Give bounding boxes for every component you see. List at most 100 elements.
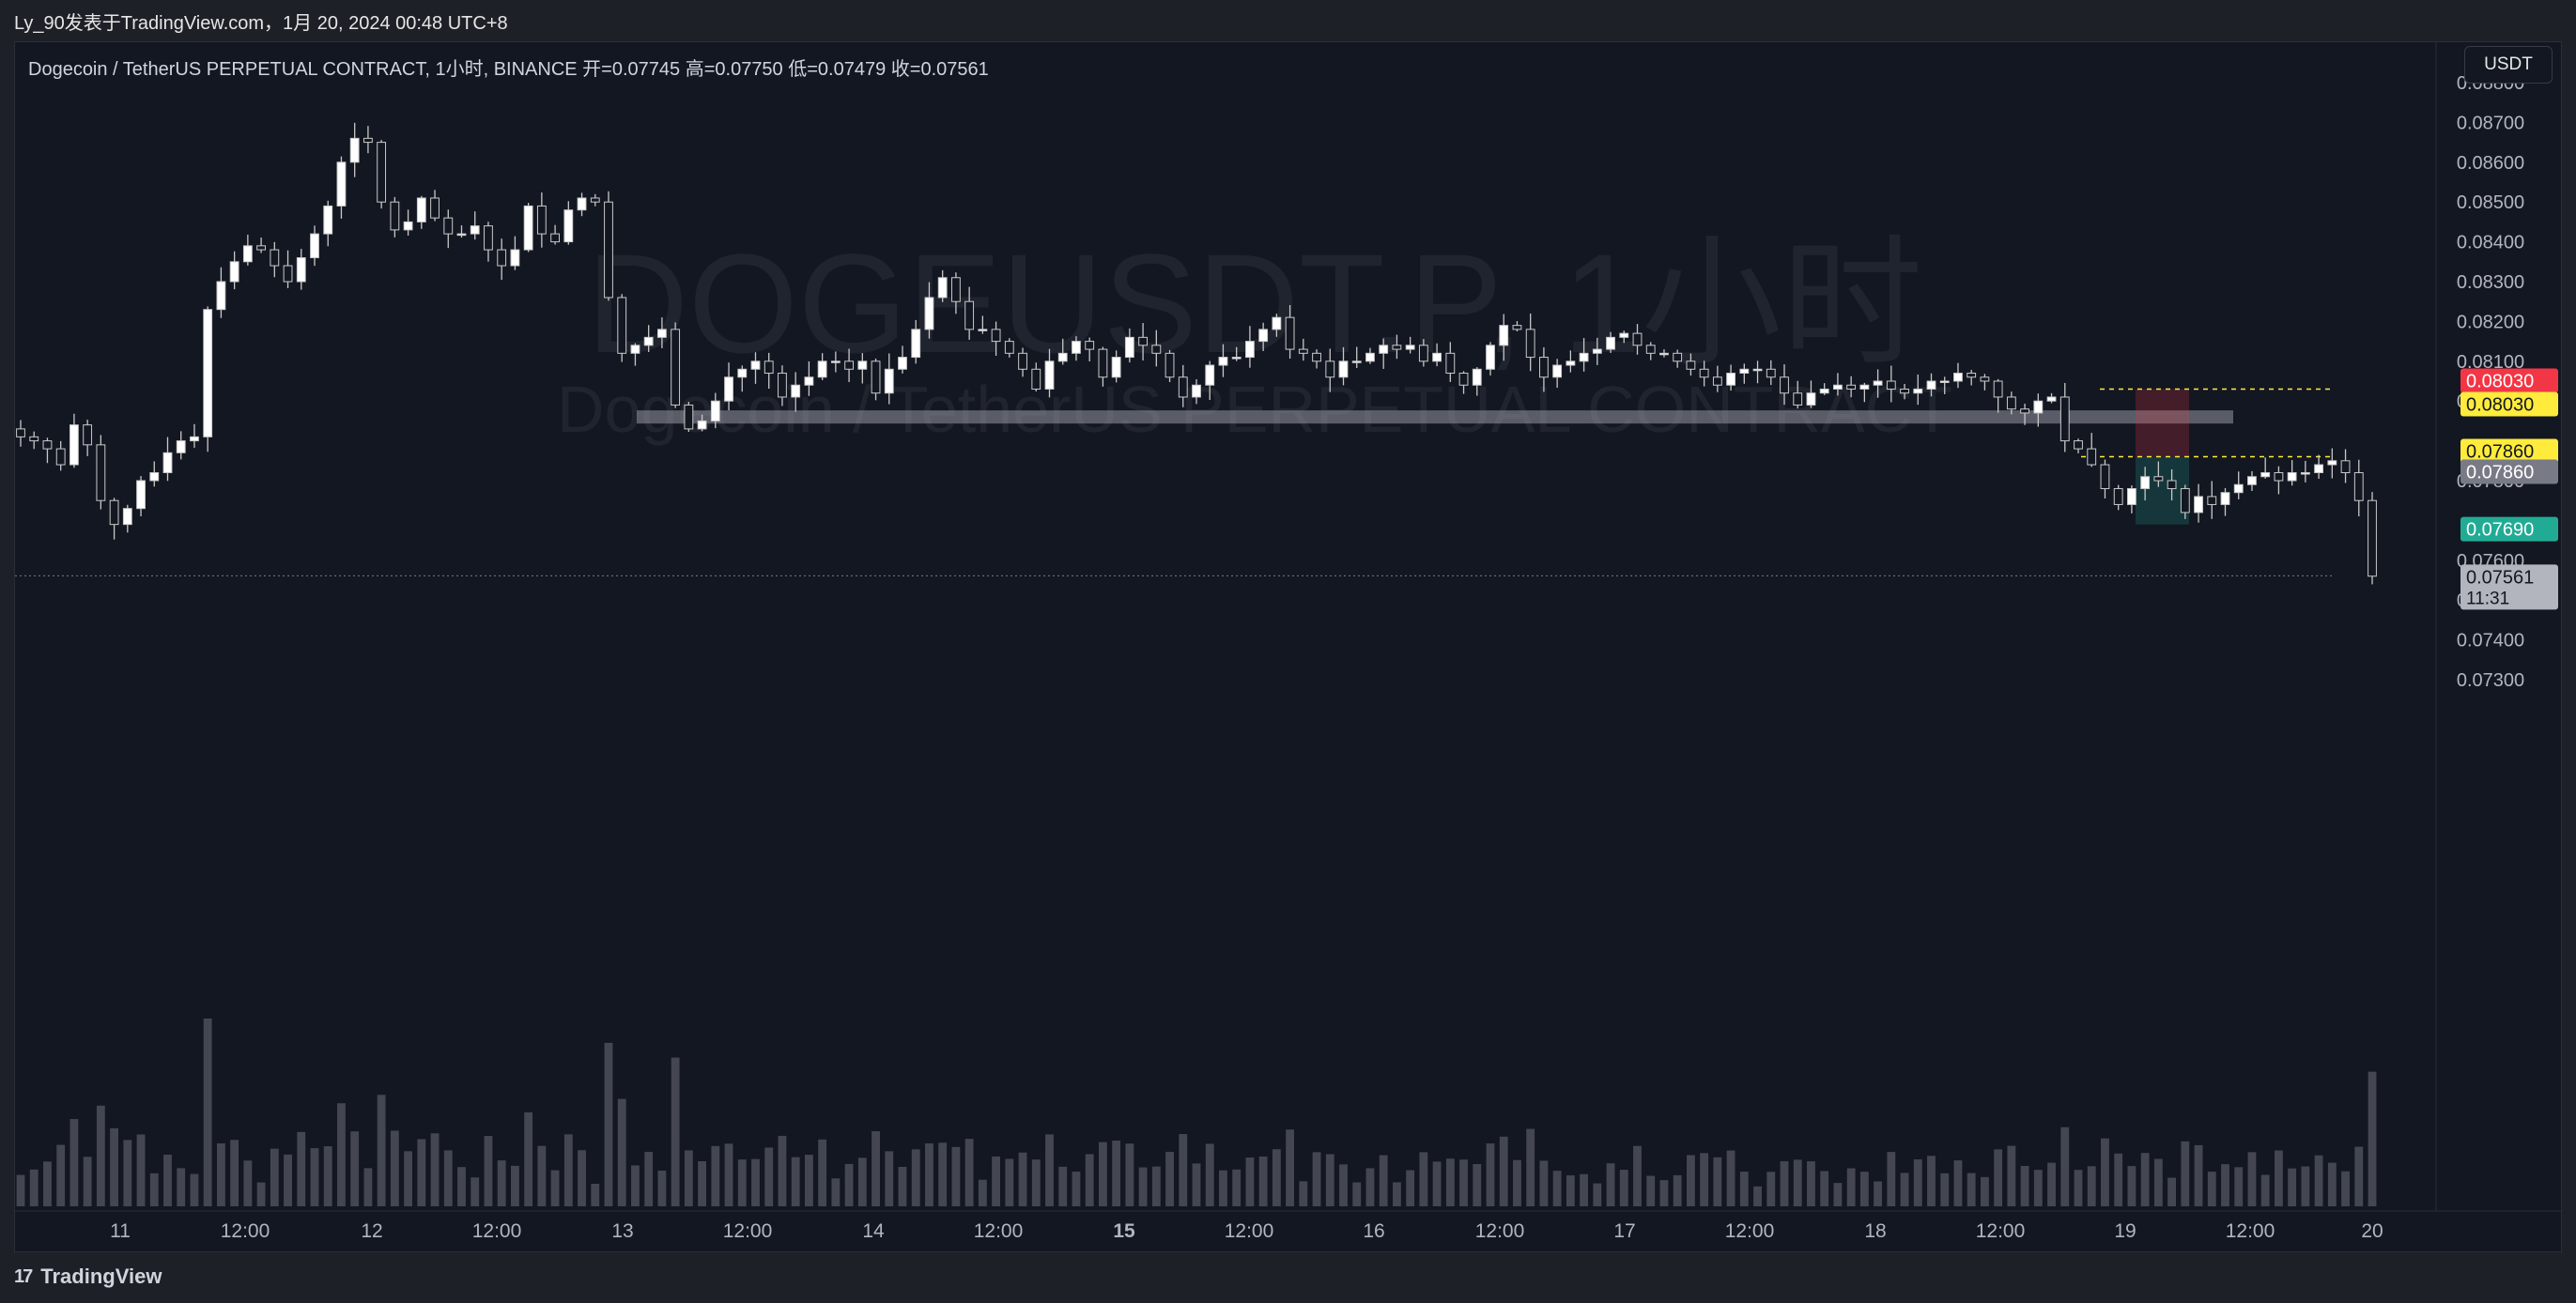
support-zone bbox=[637, 410, 2233, 424]
volume-bar bbox=[591, 1183, 600, 1206]
volume-bar bbox=[1859, 1172, 1869, 1206]
candle-up bbox=[737, 368, 748, 378]
candle-down bbox=[2087, 448, 2097, 466]
candle-up bbox=[1592, 348, 1602, 354]
volume-bar bbox=[563, 1134, 573, 1206]
volume-bar bbox=[110, 1127, 119, 1206]
x-tick-label: 12 bbox=[361, 1220, 382, 1242]
volume-bar bbox=[1085, 1154, 1094, 1206]
candle-up bbox=[1231, 357, 1242, 360]
chart-panel[interactable]: DOGEUSDT.P, 1小时 Dogecoin / TetherUS PERPE… bbox=[14, 41, 2562, 1252]
candle-down bbox=[1846, 384, 1857, 390]
volume-bar bbox=[524, 1111, 533, 1206]
volume-bar bbox=[1646, 1175, 1656, 1206]
volume-bar bbox=[2167, 1177, 2177, 1206]
volume-bar bbox=[938, 1142, 948, 1206]
volume-bar bbox=[270, 1148, 279, 1206]
price-label-text: 0.07860 bbox=[2466, 463, 2534, 483]
candle-down bbox=[283, 265, 293, 283]
candle-down bbox=[2274, 472, 2284, 482]
price-label-text: 0.08030 bbox=[2466, 371, 2534, 391]
volume-bar bbox=[470, 1177, 480, 1206]
volume-bar bbox=[163, 1155, 172, 1206]
watermark-name: Dogecoin / TetherUS PERPETUAL CONTRACT bbox=[557, 373, 1952, 446]
candle-up bbox=[804, 376, 814, 386]
candle-up bbox=[1111, 357, 1121, 378]
volume-bar bbox=[1339, 1164, 1348, 1206]
volume-bar bbox=[96, 1105, 105, 1206]
candle-up bbox=[1859, 384, 1870, 390]
volume-bar bbox=[323, 1146, 332, 1206]
candle-up bbox=[1726, 373, 1736, 386]
countdown-text: 11:31 bbox=[2466, 589, 2509, 608]
volume-bar bbox=[604, 1042, 613, 1206]
candle-up bbox=[2260, 472, 2271, 478]
candle-down bbox=[29, 436, 39, 442]
volume-bar bbox=[1179, 1134, 1188, 1206]
volume-bar bbox=[1700, 1153, 1709, 1206]
volume-bar bbox=[964, 1139, 974, 1206]
candle-down bbox=[1004, 341, 1014, 354]
candle-down bbox=[109, 499, 119, 526]
candle-up bbox=[1405, 345, 1415, 350]
candle-up bbox=[149, 472, 160, 482]
volume-bar bbox=[751, 1158, 760, 1206]
candle-up bbox=[2033, 400, 2044, 414]
candle-up bbox=[2140, 476, 2151, 489]
candle-up bbox=[1552, 364, 1563, 378]
y-tick-label: 0.07400 bbox=[2457, 631, 2524, 652]
volume-bar bbox=[804, 1155, 813, 1206]
candle-down bbox=[617, 297, 627, 354]
volume-bar bbox=[1192, 1163, 1201, 1206]
candle-up bbox=[296, 257, 306, 283]
candle-down bbox=[1285, 316, 1295, 350]
x-tick-label: 19 bbox=[2114, 1220, 2136, 1242]
volume-bar bbox=[457, 1167, 466, 1206]
candle-up bbox=[1218, 357, 1228, 366]
volume-bar bbox=[657, 1170, 667, 1206]
candle-down bbox=[497, 249, 507, 267]
candle-down bbox=[1793, 392, 1803, 406]
candle-down bbox=[1325, 360, 1335, 378]
candle-up bbox=[2233, 483, 2244, 494]
volume-bar bbox=[644, 1152, 654, 1206]
currency-button[interactable]: USDT bbox=[2464, 46, 2553, 84]
candle-down bbox=[362, 137, 373, 144]
volume-bar bbox=[243, 1160, 253, 1206]
candle-up bbox=[336, 161, 347, 207]
candle-up bbox=[898, 357, 907, 370]
candle-up bbox=[884, 368, 894, 394]
candle-down bbox=[991, 329, 1001, 343]
candle-down bbox=[964, 300, 975, 330]
tradingview-logo-icon: 17 bbox=[14, 1265, 33, 1287]
volume-bar bbox=[2234, 1167, 2244, 1206]
candle-down bbox=[1967, 373, 1977, 378]
volume-bar bbox=[404, 1151, 413, 1206]
candle-up bbox=[216, 281, 226, 311]
candle-down bbox=[778, 373, 787, 398]
candle-down bbox=[671, 329, 681, 406]
volume-bar bbox=[1874, 1181, 1883, 1206]
volume-bar bbox=[2288, 1168, 2297, 1206]
volume-bar bbox=[1967, 1173, 1976, 1206]
candle-up bbox=[1272, 316, 1282, 330]
candle-down bbox=[1766, 368, 1776, 378]
volume-bar bbox=[390, 1130, 399, 1206]
candle-up bbox=[1351, 360, 1362, 363]
volume-bar bbox=[297, 1131, 306, 1206]
candle-up bbox=[323, 205, 333, 235]
candle-down bbox=[844, 360, 855, 370]
volume-bar bbox=[1272, 1149, 1281, 1206]
volume-bar bbox=[1432, 1161, 1442, 1206]
volume-bar bbox=[671, 1057, 680, 1206]
tradingview-footer[interactable]: 17 TradingView bbox=[14, 1260, 162, 1294]
candle-down bbox=[377, 142, 387, 203]
candle-up bbox=[1258, 329, 1269, 343]
candle-up bbox=[1244, 341, 1255, 359]
price-label-target bbox=[2460, 516, 2558, 542]
candle-up bbox=[1499, 325, 1509, 346]
volume-bar bbox=[1753, 1186, 1762, 1206]
stop-zone bbox=[2136, 389, 2189, 457]
candle-down bbox=[1018, 352, 1027, 370]
